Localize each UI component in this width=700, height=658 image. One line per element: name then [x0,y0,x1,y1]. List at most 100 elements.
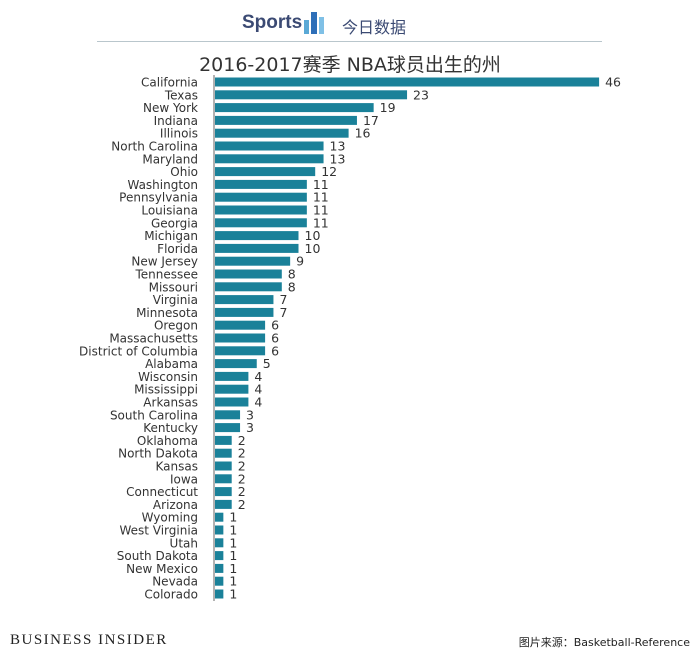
data-label: 2 [238,497,246,512]
data-label: 19 [380,100,396,115]
source-credit: 图片来源：Basketball-Reference [518,636,690,649]
bar [215,487,232,497]
category-label: Iowa [170,472,198,486]
category-label: Missouri [149,280,198,294]
header-divider [97,41,602,42]
category-label: Wyoming [142,511,198,525]
data-label: 23 [413,87,429,102]
data-label: 7 [279,292,287,307]
data-label: 2 [238,433,246,448]
chart-title: 2016-2017赛季 NBA球员出生的州 [199,54,501,76]
category-label: Louisiana [141,204,198,218]
data-label: 1 [229,535,237,550]
bar [215,576,224,586]
bar [215,218,307,228]
bar [215,461,232,471]
category-label: Colorado [144,588,198,602]
data-label: 2 [238,459,246,474]
category-label: California [141,76,198,90]
bar [215,282,282,292]
category-label: Mississippi [134,383,198,397]
data-label: 10 [305,241,321,256]
bar-logo-icon [304,12,324,34]
data-label: 4 [254,382,262,397]
data-label: 2 [238,471,246,486]
data-label: 5 [263,356,271,371]
data-label: 3 [246,420,254,435]
data-label: 1 [229,523,237,538]
data-label: 13 [330,151,346,166]
bar [215,359,257,369]
brand-chinese-title: 今日数据 [342,18,407,37]
bar [215,90,408,100]
category-label: Oregon [154,319,198,333]
bar [215,346,266,356]
bar [215,179,307,189]
data-label: 7 [279,305,287,320]
category-label: South Dakota [117,549,198,563]
data-label: 11 [313,215,329,230]
data-label: 8 [288,267,296,282]
category-label: North Carolina [111,140,198,154]
bar [215,410,241,420]
data-label: 12 [321,164,337,179]
data-label: 1 [229,561,237,576]
data-label: 4 [254,395,262,410]
category-label: Oklahoma [137,434,198,448]
category-label: Minnesota [136,306,198,320]
bar [215,512,224,522]
bar [215,538,224,548]
category-label: Pennsylvania [119,191,198,205]
header: Sports 今日数据 [0,6,700,40]
category-label: Tennessee [134,268,198,282]
data-label: 13 [330,139,346,154]
category-label: South Carolina [110,408,198,422]
bar [215,295,274,305]
data-label: 2 [238,446,246,461]
category-label: Washington [127,178,198,192]
category-label: New Jersey [131,255,198,269]
category-label: Florida [157,242,198,256]
category-label: Arizona [153,498,198,512]
bar [215,448,232,458]
bar [215,333,266,343]
data-label: 16 [355,126,371,141]
bar [215,307,274,317]
bar [215,256,291,266]
bar [215,103,374,113]
bar [215,115,357,125]
data-label: 11 [313,177,329,192]
bar [215,435,232,445]
data-label: 6 [271,318,279,333]
category-label: Ohio [170,165,198,179]
category-label: Utah [170,536,198,550]
data-label: 1 [229,574,237,589]
data-label: 6 [271,331,279,346]
category-label: Massachusetts [109,332,198,346]
category-label: Arkansas [143,396,198,410]
category-label: Nevada [152,575,198,589]
category-label: West Virginia [119,524,198,538]
data-label: 17 [363,113,379,128]
category-label: North Dakota [118,447,198,461]
bar [215,474,232,484]
bar [215,589,224,599]
category-label: Virginia [153,293,198,307]
category-label: Alabama [145,357,198,371]
category-label: District of Columbia [79,344,198,358]
data-label: 1 [229,548,237,563]
bar [215,499,232,509]
category-label: Georgia [151,216,198,230]
bar [215,563,224,573]
category-label: Texas [164,88,198,102]
category-label: Illinois [160,127,198,141]
publisher-logo: BUSINESS INSIDER [10,632,168,648]
category-label: Indiana [154,114,198,128]
bar [215,423,241,433]
category-label: Kentucky [143,421,198,435]
bar [215,154,324,164]
bar [215,397,249,407]
bar [215,551,224,561]
